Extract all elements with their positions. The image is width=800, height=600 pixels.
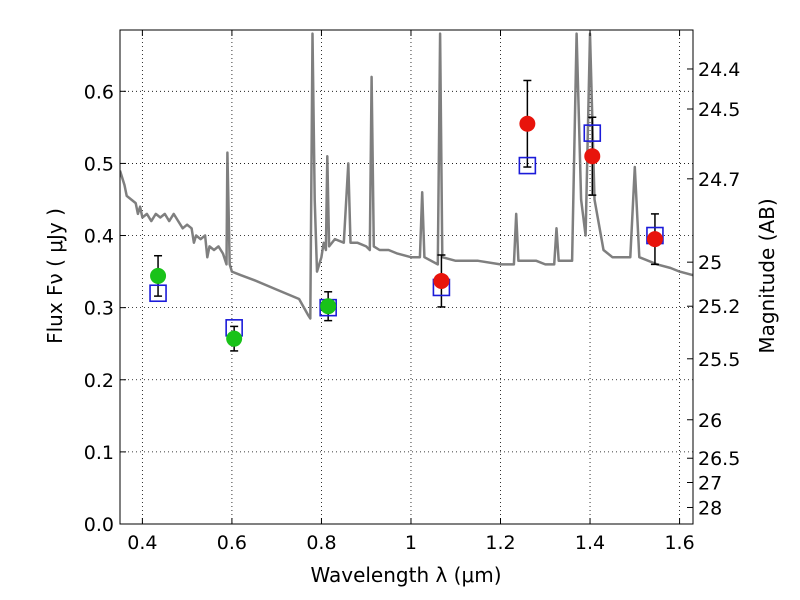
photometry-point	[584, 148, 601, 165]
y-tick-label: 0.1	[84, 442, 114, 464]
mag-tick-label: 26.5	[698, 448, 740, 470]
photometry-point	[519, 115, 536, 132]
mag-tick-label: 24.4	[698, 59, 740, 81]
photometry-point	[433, 272, 450, 289]
photometry-point	[226, 330, 243, 347]
mag-tick-label: 25	[698, 252, 722, 274]
model-square	[583, 124, 602, 142]
mag-tick-label: 25.5	[698, 349, 740, 371]
spectrum-series	[120, 32, 693, 320]
model-square	[518, 156, 537, 175]
x-tick-label: 1	[405, 532, 417, 554]
x-tick-label: 0.6	[217, 532, 247, 554]
y2-axis-label: Magnitude (AB)	[755, 198, 779, 353]
y-tick-label: 0.4	[84, 226, 114, 248]
y-tick-label: 0.5	[84, 153, 114, 175]
y-axis-label: Flux Fν ( μJy )	[43, 208, 67, 344]
axis-ticks: 0.4 0.6 0.8 1 1.2 1.4 1.6 0.0 0.1 0.2 0.3 0.4 0.5 0.6…	[84, 30, 740, 554]
y-tick-label: 0.2	[84, 370, 114, 392]
photometry-point	[150, 267, 167, 284]
mag-tick-label: 26	[698, 410, 722, 432]
mag-tick-label: 25.2	[698, 296, 740, 318]
x-tick-label: 0.4	[127, 532, 157, 554]
spectrum-line	[120, 32, 693, 320]
x-tick-label: 1.6	[664, 532, 694, 554]
y-tick-label: 0.6	[84, 81, 114, 103]
x-tick-label: 0.8	[306, 532, 336, 554]
photometry-point	[646, 231, 663, 248]
mag-tick-label: 24.7	[698, 169, 740, 191]
grid-lines	[120, 30, 693, 524]
x-tick-label: 1.2	[485, 532, 515, 554]
model-square	[149, 284, 167, 303]
x-axis-label: Wavelength λ (μm)	[310, 563, 501, 587]
mag-tick-label: 27	[698, 473, 722, 495]
mag-tick-label: 28	[698, 497, 722, 519]
photometry-point	[320, 298, 337, 315]
plot-frame	[119, 29, 694, 525]
photometry-points	[149, 115, 664, 347]
mag-tick-label: 24.5	[698, 99, 740, 121]
x-tick-label: 1.4	[575, 532, 605, 554]
y-tick-label: 0.0	[84, 514, 114, 536]
y-tick-label: 0.3	[84, 298, 114, 320]
